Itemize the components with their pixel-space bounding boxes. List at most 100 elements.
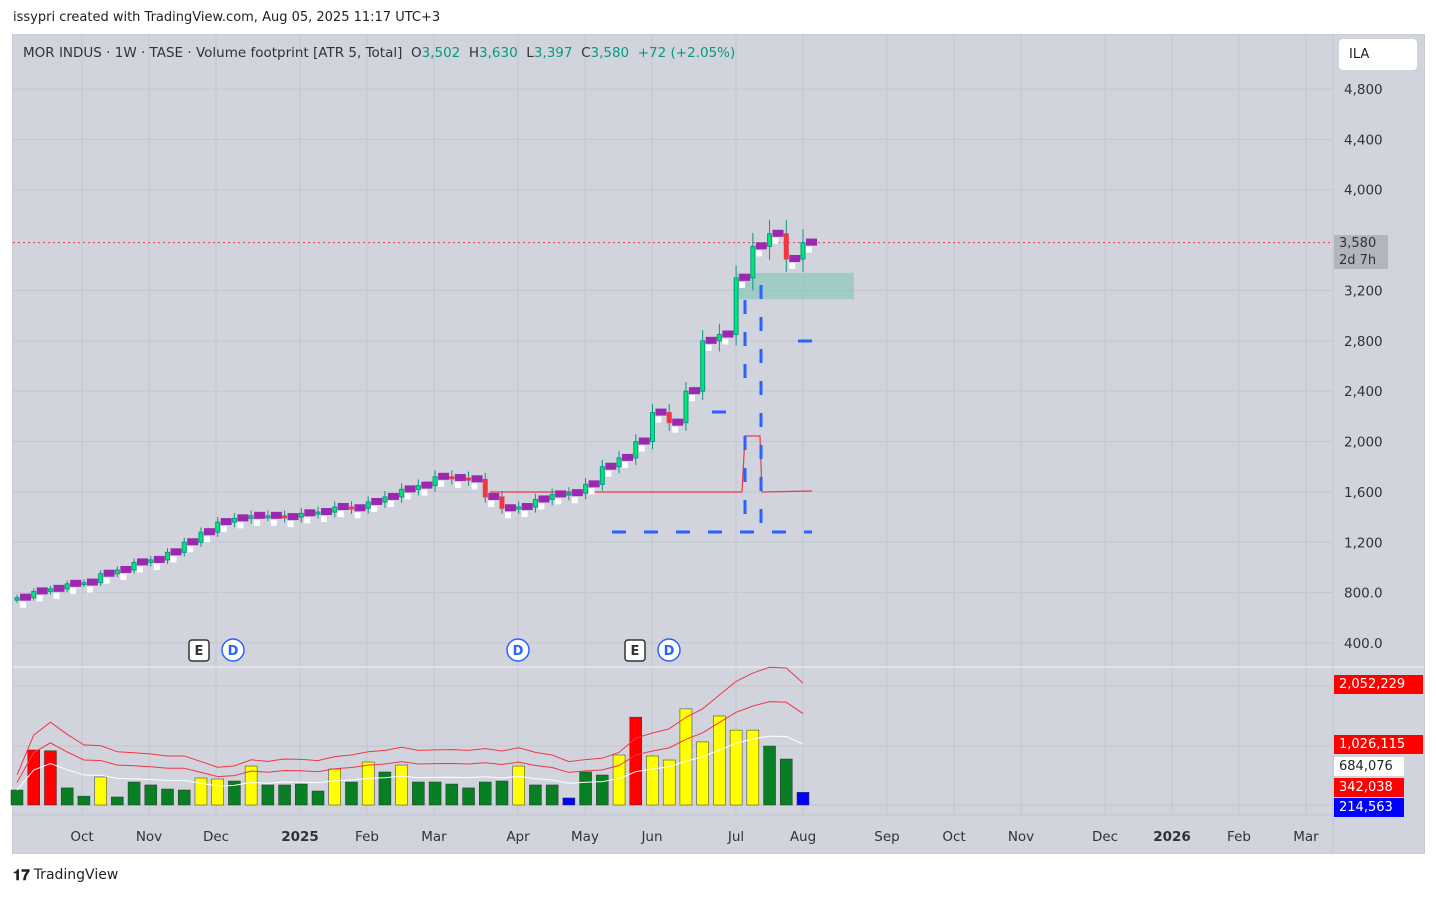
footprint-volume-box [672, 426, 679, 433]
volume-bar [713, 715, 726, 806]
bar-countdown: 2d 7h [1339, 253, 1377, 268]
volume-bar [545, 784, 559, 806]
candle-body [466, 477, 472, 481]
footprint-poc-box [337, 503, 349, 511]
footprint-volume-box [722, 338, 729, 345]
volume-half-label: 1,026,115 [1334, 735, 1423, 754]
volume-third-label: 684,076 [1334, 757, 1404, 776]
footprint-poc-box [622, 453, 634, 461]
candle-body [566, 492, 572, 496]
footprint-volume-box [321, 516, 328, 523]
footprint-volume-box [555, 498, 562, 505]
footprint-poc-box [454, 474, 466, 482]
footprint-volume-box [237, 522, 244, 529]
footprint-poc-box [170, 548, 182, 556]
volume-bar [445, 783, 459, 806]
time-tick-label: May [571, 829, 599, 845]
volume-bar [295, 783, 308, 806]
footprint-volume-box [655, 416, 662, 423]
footprint-volume-box [622, 461, 629, 468]
candle-body [64, 583, 70, 590]
footprint-poc-box [806, 238, 817, 246]
footprint-volume-box [170, 556, 177, 563]
footprint-poc-box [605, 462, 617, 470]
candle-body [215, 521, 221, 533]
footprint-poc-box [203, 528, 215, 536]
footprint-volume-box [488, 500, 495, 507]
time-tick-label: Mar [1293, 829, 1319, 845]
candle-body [432, 476, 438, 487]
volume-bar [629, 716, 643, 806]
symbol-info[interactable]: MOR INDUS · 1W · TASE · Volume footprint… [23, 45, 403, 61]
candle-body [298, 512, 304, 518]
time-tick-label: Jun [640, 829, 662, 845]
time-tick-label: Nov [1008, 829, 1034, 845]
time-tick-label: 2026 [1153, 829, 1191, 845]
event-label: D [664, 644, 675, 659]
candle-body [131, 561, 137, 571]
earnings-event-icon [624, 639, 646, 662]
candle-body [633, 441, 639, 459]
candle-body [248, 515, 254, 519]
brand-name: TradingView [33, 867, 119, 883]
price-tick-label: 4,000 [1344, 183, 1383, 199]
volume-bar [412, 781, 425, 806]
footprint-volume-box [387, 500, 394, 507]
footprint-volume-box [755, 250, 762, 257]
tv-logo-icon: 𝟏𝟕 [13, 866, 30, 884]
footprint-volume-box [739, 281, 746, 288]
time-tick-label: Sep [874, 829, 899, 845]
footprint-volume-box [421, 489, 428, 496]
footprint-poc-box [772, 229, 784, 237]
volume-bar [796, 792, 810, 806]
volume-bar [729, 729, 743, 806]
volume-bar [361, 761, 375, 806]
footprint-poc-box [103, 569, 115, 577]
footprint-volume-box [705, 344, 712, 351]
candle-body [332, 506, 338, 513]
volume-bar [579, 771, 592, 806]
volume-bar [763, 745, 776, 806]
event-label: E [631, 644, 640, 659]
footprint-poc-box [672, 418, 684, 426]
candle-body [583, 483, 589, 494]
volume-bar [60, 787, 74, 806]
volume-bar [228, 780, 241, 806]
currency-button[interactable]: ILA [1339, 39, 1417, 70]
footprint-poc-box [438, 472, 450, 480]
time-tick-label: Feb [355, 829, 379, 845]
footprint-poc-box [655, 408, 667, 416]
candle-body [148, 559, 154, 563]
candle-body [31, 590, 37, 599]
footprint-poc-box [404, 485, 416, 493]
footprint-poc-box [187, 538, 199, 546]
candle-body [198, 531, 204, 543]
candle-body [114, 569, 120, 575]
footprint-poc-box [36, 587, 48, 595]
footprint-poc-box [137, 558, 149, 566]
open-label: O [410, 45, 422, 61]
candle-body [415, 485, 421, 490]
volume-bar [529, 784, 542, 806]
footprint-poc-box [387, 492, 399, 500]
footprint-volume-box [404, 493, 411, 500]
candle-body [767, 233, 773, 247]
price-tick-label: 1,200 [1344, 535, 1383, 551]
footprint-poc-box [371, 497, 383, 505]
order-block-zone [737, 272, 854, 300]
candle-body [449, 476, 455, 480]
level-line [490, 435, 813, 493]
volume-bar [27, 749, 40, 806]
tradingview-logo[interactable]: 𝟏𝟕 TradingView [13, 866, 118, 884]
dividend-event-icon [506, 638, 530, 662]
footprint-volume-box [638, 445, 645, 452]
footprint-volume-box [588, 488, 595, 495]
volume-sixth-label: 342,038 [1334, 778, 1404, 797]
volume-bar [77, 795, 91, 806]
footprint-volume-box [806, 246, 812, 253]
candle-body [365, 501, 371, 509]
candle-body [549, 493, 555, 500]
footprint-poc-box [153, 555, 165, 563]
footprint-volume-box [53, 592, 60, 599]
